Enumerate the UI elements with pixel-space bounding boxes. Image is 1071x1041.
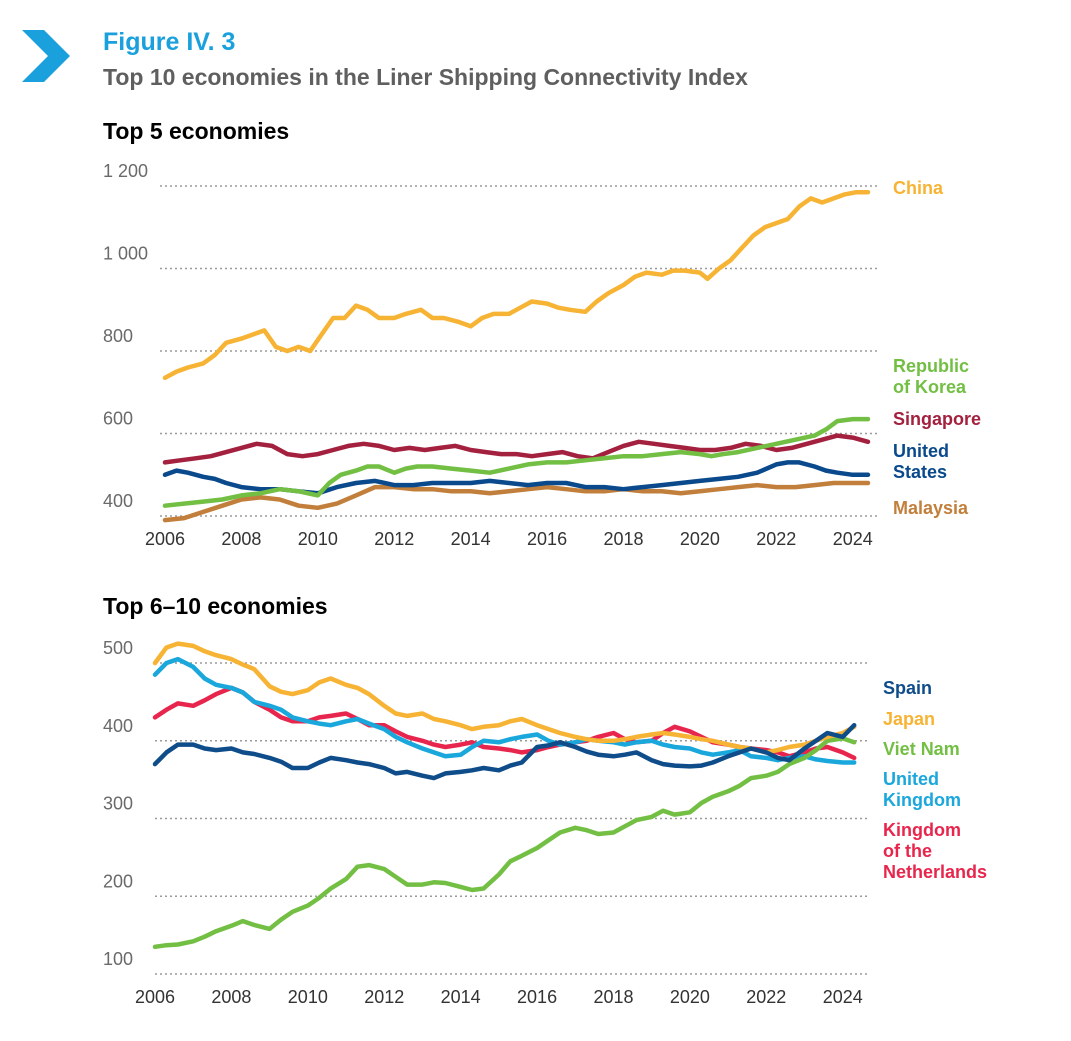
series-line-united-states <box>162 460 871 496</box>
figure-title: Top 10 economies in the Liner Shipping C… <box>103 64 748 90</box>
x-tick-label: 2024 <box>833 529 873 549</box>
legend-label-spain: Spain <box>883 678 932 698</box>
legend-label-viet-nam: Viet Nam <box>883 739 960 759</box>
y-tick-label: 500 <box>103 638 133 658</box>
legend-label-kingdom-of-the-netherlands: Kingdom of the Netherlands <box>883 820 987 882</box>
legend-label-singapore: Singapore <box>893 409 981 429</box>
y-tick-label: 100 <box>103 949 133 969</box>
x-tick-label: 2022 <box>756 529 796 549</box>
x-tick-label: 2012 <box>374 529 414 549</box>
series-line-malaysia <box>162 480 871 523</box>
y-tick-label: 200 <box>103 871 133 891</box>
x-tick-label: 2024 <box>823 987 863 1007</box>
y-tick-label: 300 <box>103 794 133 814</box>
x-tick-label: 2022 <box>746 987 786 1007</box>
series-line-spain <box>152 722 857 781</box>
legend-label-malaysia: Malaysia <box>893 498 969 518</box>
x-tick-label: 2018 <box>603 529 643 549</box>
y-tick-label: 600 <box>103 409 133 429</box>
y-tick-label: 1 000 <box>103 244 148 264</box>
y-tick-label: 400 <box>103 491 133 511</box>
legend-label-republic-of-korea: Republic of Korea <box>893 356 969 397</box>
legend-label-united-states: United States <box>893 441 949 482</box>
x-tick-label: 2006 <box>145 529 185 549</box>
x-tick-label: 2016 <box>517 987 557 1007</box>
x-tick-label: 2008 <box>221 529 261 549</box>
series-line-viet-nam <box>152 736 857 950</box>
legend-label-united-kingdom: United Kingdom <box>883 769 961 810</box>
x-tick-label: 2008 <box>211 987 251 1007</box>
x-tick-label: 2014 <box>451 529 491 549</box>
chart-title-top6-10: Top 6–10 economies <box>103 593 328 619</box>
chart-title-top5: Top 5 economies <box>103 118 290 144</box>
legend-label-japan: Japan <box>883 709 935 729</box>
x-tick-label: 2016 <box>527 529 567 549</box>
y-tick-label: 400 <box>103 716 133 736</box>
y-tick-label: 800 <box>103 326 133 346</box>
x-tick-label: 2018 <box>593 987 633 1007</box>
x-tick-label: 2012 <box>364 987 404 1007</box>
x-tick-label: 2010 <box>298 529 338 549</box>
series-line-china <box>162 189 871 381</box>
x-tick-label: 2020 <box>670 987 710 1007</box>
series-line-united-kingdom <box>152 656 857 765</box>
series-line-japan <box>152 641 857 755</box>
x-tick-label: 2010 <box>288 987 328 1007</box>
y-tick-label: 1 200 <box>103 161 148 181</box>
series-line-singapore <box>162 433 871 465</box>
x-tick-label: 2020 <box>680 529 720 549</box>
x-tick-label: 2014 <box>441 987 481 1007</box>
series-line-republic-of-korea <box>162 416 871 508</box>
legend-label-china: China <box>893 178 944 198</box>
figure-label: Figure IV. 3 <box>103 28 236 56</box>
chevron-right-icon <box>22 30 70 82</box>
x-tick-label: 2006 <box>135 987 175 1007</box>
